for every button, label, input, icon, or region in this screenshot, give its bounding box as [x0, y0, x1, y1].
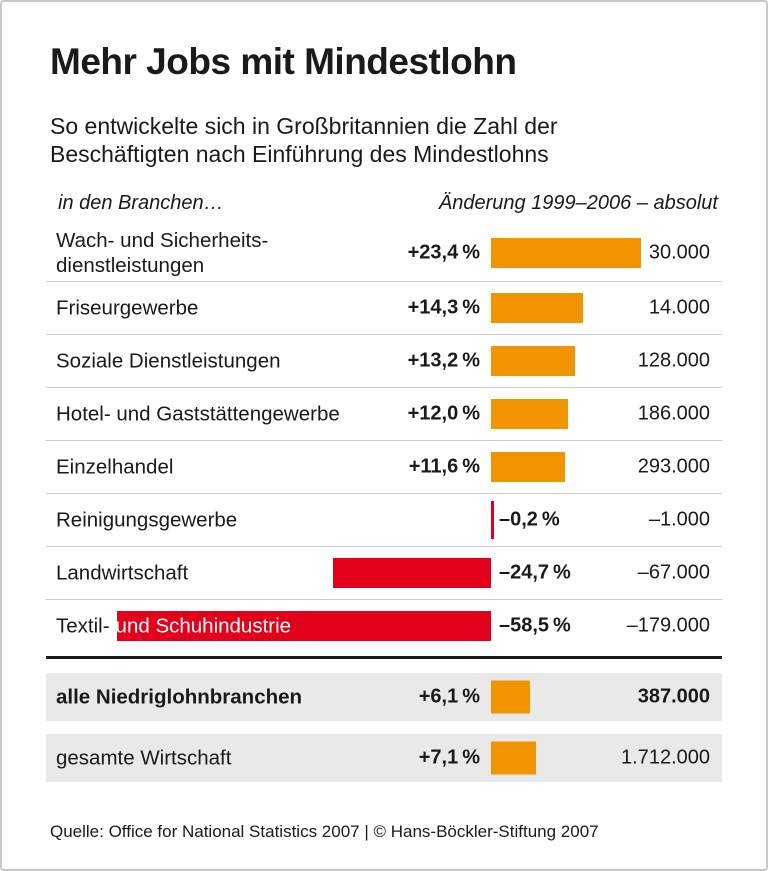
percent-label: +12,0 % — [407, 402, 480, 425]
percent-label: –58,5 % — [499, 614, 571, 637]
table-row: Einzelhandel +11,6 % 293.000 — [46, 440, 722, 493]
column-headers: in den Branchen… Änderung 1999–2006 – ab… — [58, 192, 718, 215]
summary-label: gesamte Wirtschaft — [56, 746, 232, 770]
row-label: Textil-und Schuhindustrie — [56, 614, 291, 639]
percent-label: +11,6 % — [408, 455, 480, 478]
row-label: Wach- und Sicherheits- dienstleistungen — [56, 228, 269, 277]
value-label: 128.000 — [637, 349, 710, 372]
bar — [491, 237, 641, 268]
value-label: –67.000 — [637, 561, 710, 584]
percent-label: +14,3 % — [407, 296, 480, 319]
bar — [491, 399, 568, 429]
chart-subtitle: So entwickelte sich in Großbritannien di… — [46, 113, 722, 168]
value-label: –179.000 — [626, 614, 710, 637]
bar — [333, 558, 491, 588]
percent-label: –24,7 % — [499, 561, 571, 584]
row-label: Soziale Dienstleistungen — [56, 349, 281, 373]
summary-divider — [46, 656, 722, 659]
bar — [491, 501, 494, 539]
bar — [491, 293, 583, 323]
percent-label: +23,4 % — [407, 241, 480, 263]
value-label: 293.000 — [637, 455, 710, 478]
value-label: 30.000 — [648, 241, 710, 263]
chart-subtitle-line2: Beschäftigten nach Einführung des Mindes… — [50, 140, 549, 167]
summary-label: alle Niedriglohnbranchen — [56, 685, 303, 709]
percent-label: +13,2 % — [407, 349, 480, 372]
row-label: Landwirtschaft — [56, 561, 189, 585]
table-row: Wach- und Sicherheits- dienstleistungen … — [46, 224, 722, 281]
row-label-prefix: Textil- — [56, 614, 110, 638]
table-row: Soziale Dienstleistungen +13,2 % 128.000 — [46, 334, 722, 387]
bar — [117, 611, 491, 641]
bar — [491, 741, 536, 775]
bar — [491, 680, 530, 714]
column-header-industries: in den Branchen… — [58, 192, 224, 214]
chart-subtitle-line1: So entwickelte sich in Großbritannien di… — [50, 113, 558, 139]
row-label: Hotel- und Gaststättengewerbe — [56, 402, 340, 426]
summary-row: alle Niedriglohnbranchen +6,1 % 387.000 — [46, 673, 722, 721]
value-label: 186.000 — [637, 402, 710, 425]
bar-chart-rows: Wach- und Sicherheits- dienstleistungen … — [46, 224, 722, 652]
value-label: 1.712.000 — [621, 746, 710, 769]
table-row: Hotel- und Gaststättengewerbe +12,0 % 18… — [46, 387, 722, 440]
percent-label: +6,1 % — [418, 685, 480, 708]
row-label: Friseurgewerbe — [56, 296, 199, 320]
row-label: Einzelhandel — [56, 455, 174, 479]
value-label: –1.000 — [648, 508, 710, 531]
value-label: 14.000 — [648, 296, 710, 319]
percent-label: +7,1 % — [418, 746, 480, 769]
value-label: 387.000 — [637, 685, 710, 708]
table-row: Textil-und Schuhindustrie –58,5 % –179.0… — [46, 599, 722, 652]
table-row: Friseurgewerbe +14,3 % 14.000 — [46, 281, 722, 334]
summary-row: gesamte Wirtschaft +7,1 % 1.712.000 — [46, 734, 722, 782]
table-row: Reinigungsgewerbe –0,2 % –1.000 — [46, 493, 722, 546]
row-label-overlay: und Schuhindustrie — [115, 614, 292, 638]
bar — [491, 346, 575, 376]
row-label: Reinigungsgewerbe — [56, 508, 238, 532]
percent-label: –0,2 % — [499, 508, 560, 531]
source-note: Quelle: Office for National Statistics 2… — [50, 822, 599, 841]
bar — [491, 452, 565, 482]
table-row: Landwirtschaft –24,7 % –67.000 — [46, 546, 722, 599]
chart-title: Mehr Jobs mit Mindestlohn — [50, 41, 517, 82]
column-header-change: Änderung 1999–2006 – absolut — [438, 192, 718, 214]
